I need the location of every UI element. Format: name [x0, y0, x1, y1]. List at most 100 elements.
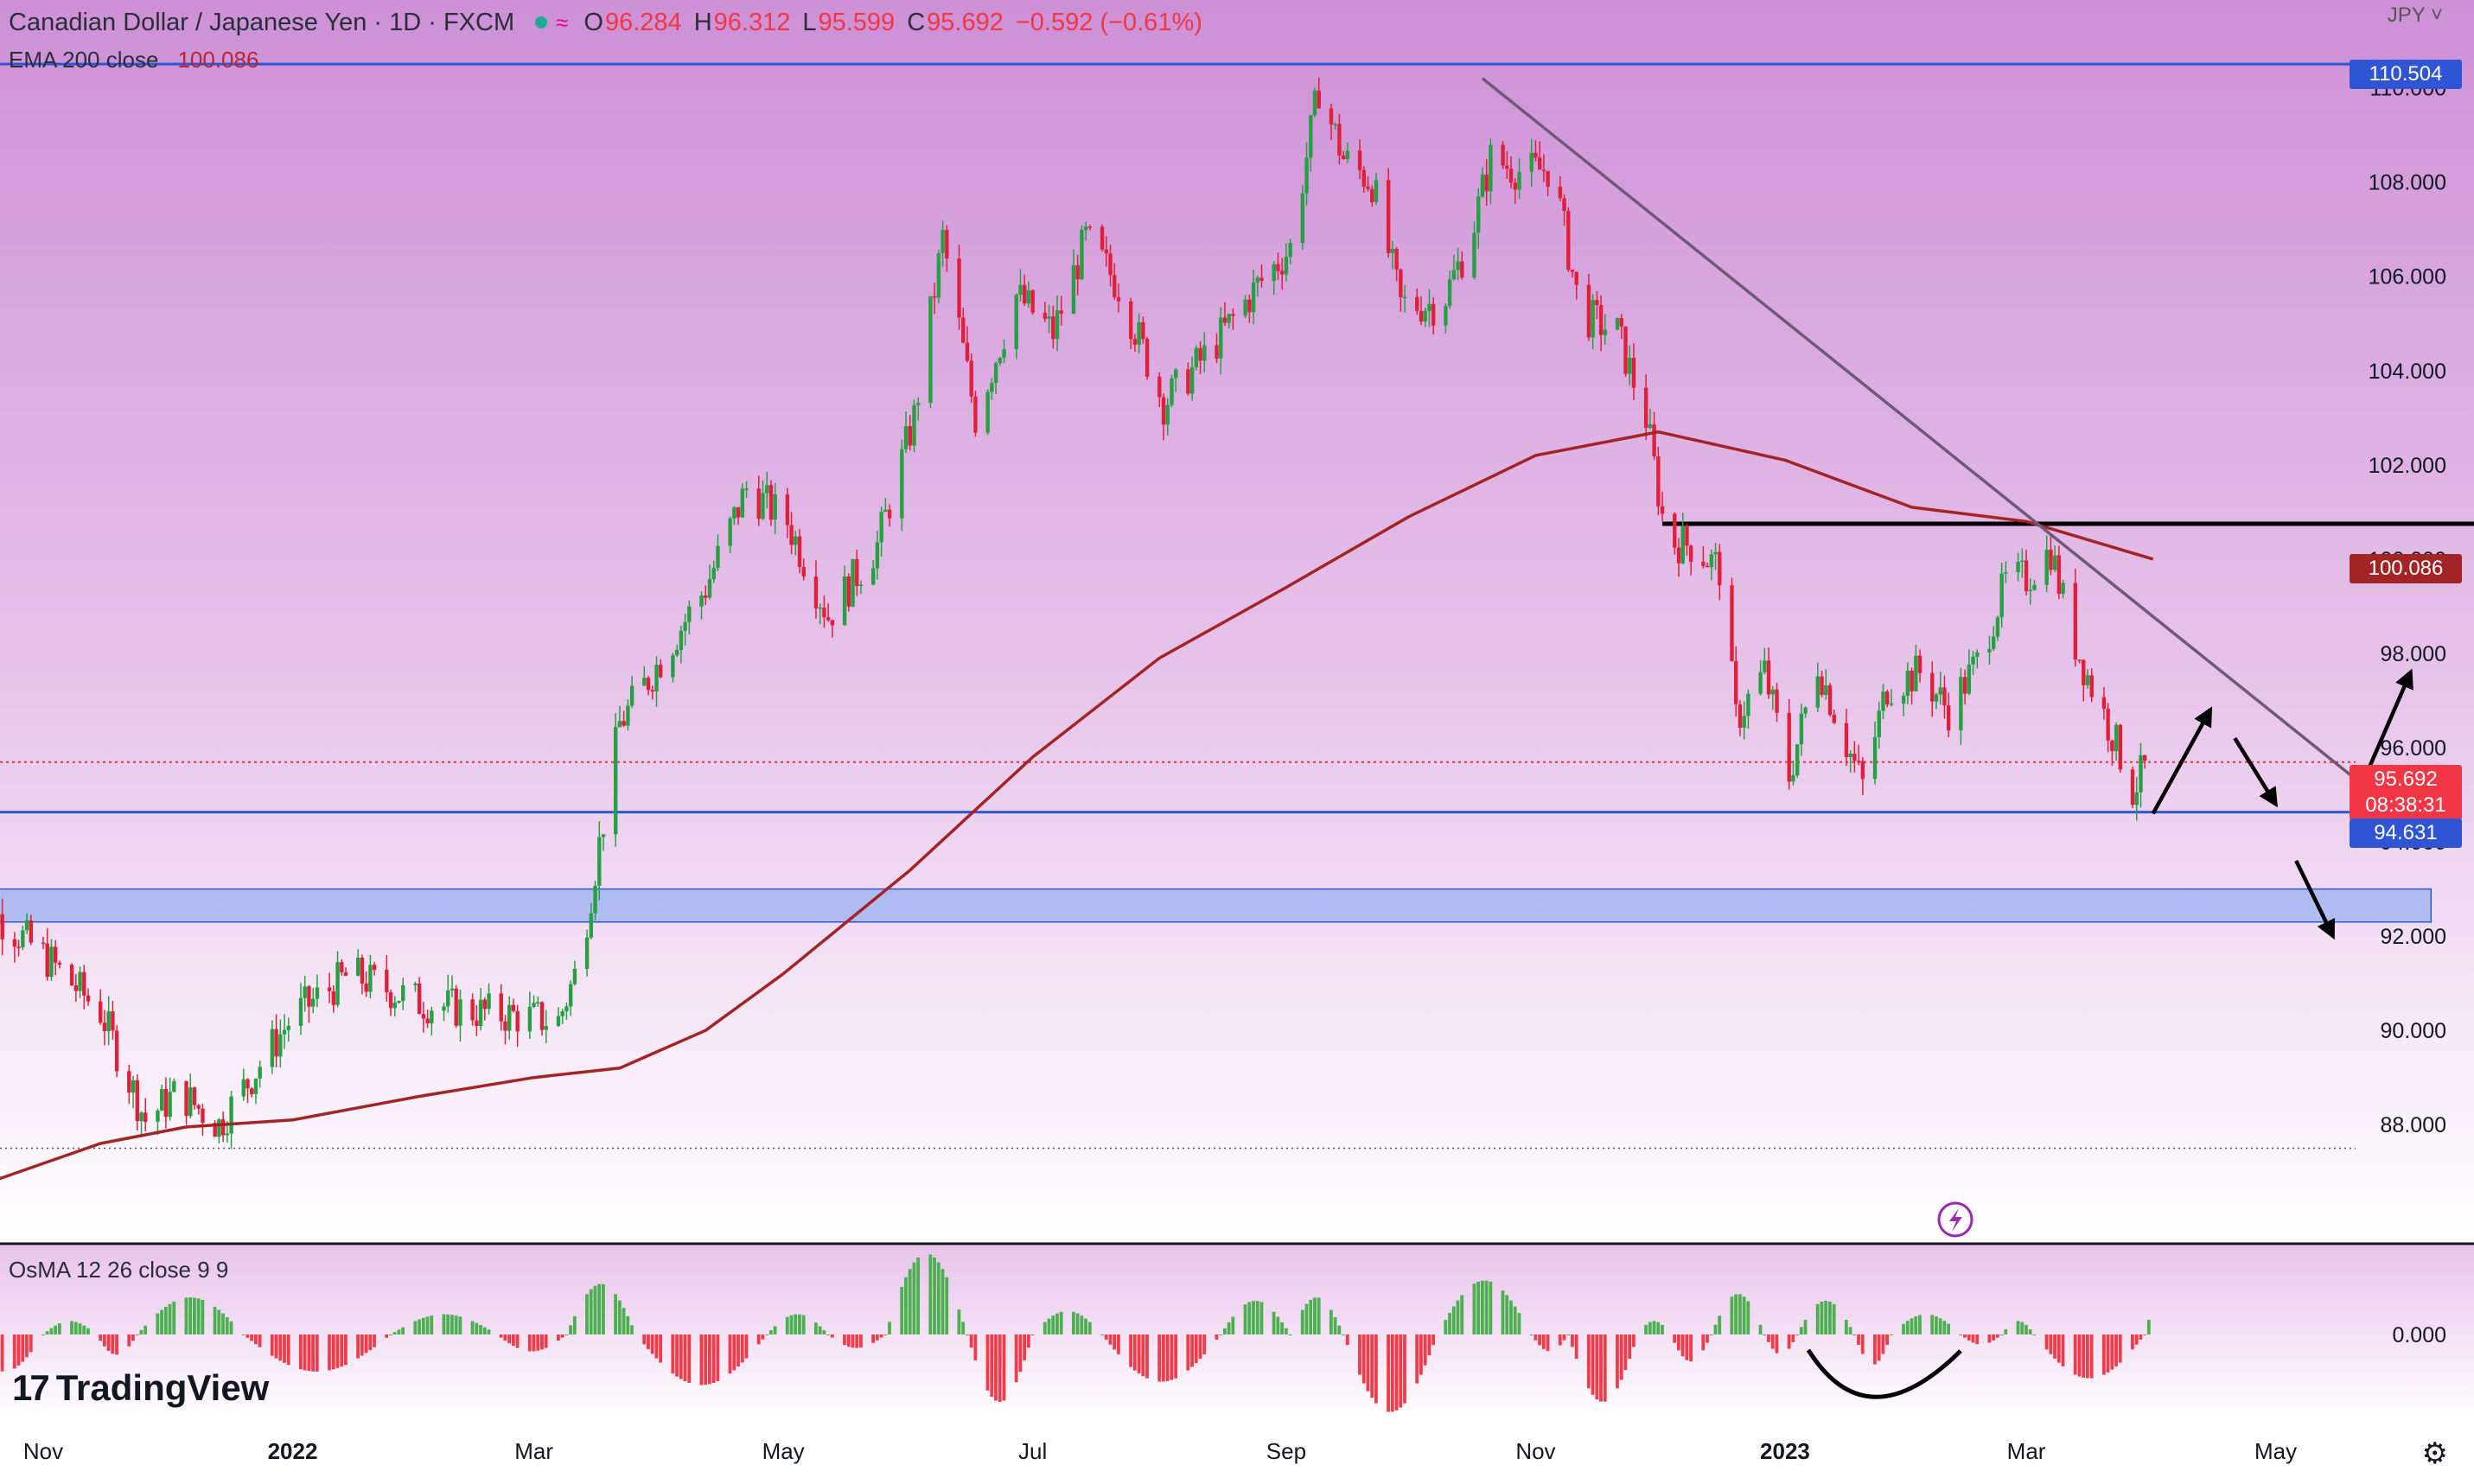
candle-body: [164, 1089, 168, 1117]
osma-bar: [1677, 1334, 1680, 1350]
osma-bar: [1967, 1334, 1971, 1341]
candle-body: [1288, 243, 1291, 257]
osma-bar: [1885, 1334, 1889, 1345]
candle-body: [1075, 265, 1079, 279]
osma-bar: [1305, 1304, 1309, 1334]
candle-body: [127, 1071, 131, 1092]
osma-bar: [1027, 1334, 1030, 1347]
osma-bar: [2062, 1334, 2065, 1366]
candle-body: [564, 1006, 568, 1011]
osma-bar: [1015, 1334, 1018, 1382]
osma-bar: [1247, 1302, 1251, 1334]
candle-body: [1285, 257, 1288, 274]
osma-bar: [1003, 1334, 1006, 1401]
candle-body: [316, 987, 319, 998]
candle-body: [1301, 194, 1304, 243]
candle-body: [16, 946, 20, 948]
candle-body: [1845, 723, 1848, 757]
candle-body: [851, 559, 854, 607]
candle-body: [2024, 561, 2028, 591]
candle-body: [78, 972, 81, 991]
currency-selector[interactable]: JPY ˅: [2388, 3, 2443, 28]
osma-bar: [745, 1334, 749, 1359]
osma-bar: [1113, 1334, 1116, 1349]
candle-body: [1424, 311, 1427, 322]
y-tick-label: 90.000: [2381, 1019, 2446, 1043]
symbol-title[interactable]: Canadian Dollar / Japanese Yen · 1D · FX…: [9, 9, 514, 37]
wave-icon: ≈: [556, 10, 568, 36]
candle-body: [569, 984, 572, 1007]
gear-icon[interactable]: ⚙: [2422, 1436, 2448, 1471]
candle-body: [1677, 548, 1680, 564]
candle-body: [483, 1000, 487, 1010]
candle-body: [1489, 145, 1492, 192]
osma-bar: [1595, 1334, 1598, 1399]
candle-body: [1117, 297, 1120, 302]
candle-body: [826, 617, 830, 620]
osma-bar: [172, 1302, 175, 1334]
candle-body: [2082, 660, 2085, 685]
candle-body: [0, 914, 3, 939]
osma-bar: [140, 1330, 143, 1334]
candle-body: [1566, 211, 1570, 270]
osma-bar: [1996, 1334, 1999, 1338]
candle-body: [1542, 169, 1546, 171]
osma-bar: [1415, 1334, 1419, 1384]
osma-bar: [1632, 1334, 1636, 1347]
candle-body: [413, 984, 417, 985]
osma-bar: [1914, 1316, 1917, 1334]
x-tick-label: Nov: [1515, 1438, 1555, 1464]
candle-body: [455, 989, 458, 1026]
candle-body: [614, 727, 617, 834]
candle-body: [156, 1111, 159, 1122]
osma-bar: [1100, 1334, 1104, 1335]
osma-bar: [1502, 1290, 1505, 1334]
osma-label: OsMA 12 26 close 9 9: [9, 1257, 228, 1283]
osma-bar: [1145, 1334, 1149, 1379]
market-status-icon: [535, 16, 547, 29]
osma-bar: [193, 1297, 196, 1334]
candle-body: [1448, 279, 1451, 306]
osma-bar: [2033, 1334, 2037, 1335]
tradingview-logo[interactable]: 17 TradingView: [12, 1367, 269, 1409]
candle-body: [1080, 230, 1083, 279]
candle-body: [254, 1079, 258, 1094]
lightning-icon: [1939, 1203, 1972, 1236]
candle-body: [1820, 677, 1823, 696]
countdown-tag: 08:38:31: [2350, 791, 2462, 820]
candle-body: [1914, 656, 1917, 691]
osma-bar: [1575, 1334, 1578, 1359]
osma-bar: [1743, 1296, 1746, 1334]
candle-body: [1501, 145, 1504, 166]
candle-body: [1718, 552, 1721, 585]
osma-bar: [413, 1321, 417, 1334]
candle-body: [393, 1003, 397, 1008]
candle-body: [1231, 314, 1234, 315]
candle-body: [941, 230, 944, 253]
candle-body: [401, 985, 405, 1001]
osma-bar: [246, 1334, 250, 1338]
candle-body: [630, 685, 634, 705]
osma-bar: [1431, 1334, 1435, 1345]
osma-bar: [1571, 1334, 1574, 1347]
osma-bar: [29, 1334, 33, 1352]
candle-body: [1215, 345, 1218, 358]
candle-body: [1987, 649, 1991, 653]
osma-legend[interactable]: OsMA 12 26 close 9 9: [9, 1257, 228, 1283]
osma-bar: [761, 1334, 764, 1340]
osma-bar: [1289, 1334, 1292, 1335]
candle-body: [197, 1105, 201, 1109]
candle-body: [58, 963, 61, 965]
osma-bar: [1231, 1316, 1234, 1334]
osma-bar: [2024, 1325, 2028, 1334]
osma-bar: [941, 1269, 945, 1334]
osma-bar: [49, 1328, 53, 1334]
osma-bar: [483, 1328, 487, 1334]
candle-body: [1015, 295, 1018, 349]
candle-body: [602, 834, 605, 837]
support-zone: [0, 889, 2431, 922]
candle-body: [1399, 270, 1402, 297]
osma-bar: [1718, 1315, 1721, 1334]
